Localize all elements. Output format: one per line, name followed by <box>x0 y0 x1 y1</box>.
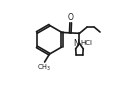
Text: CH$_3$: CH$_3$ <box>37 63 51 73</box>
Text: HCl: HCl <box>80 40 92 46</box>
Text: O: O <box>68 12 74 22</box>
Text: N: N <box>73 39 79 48</box>
